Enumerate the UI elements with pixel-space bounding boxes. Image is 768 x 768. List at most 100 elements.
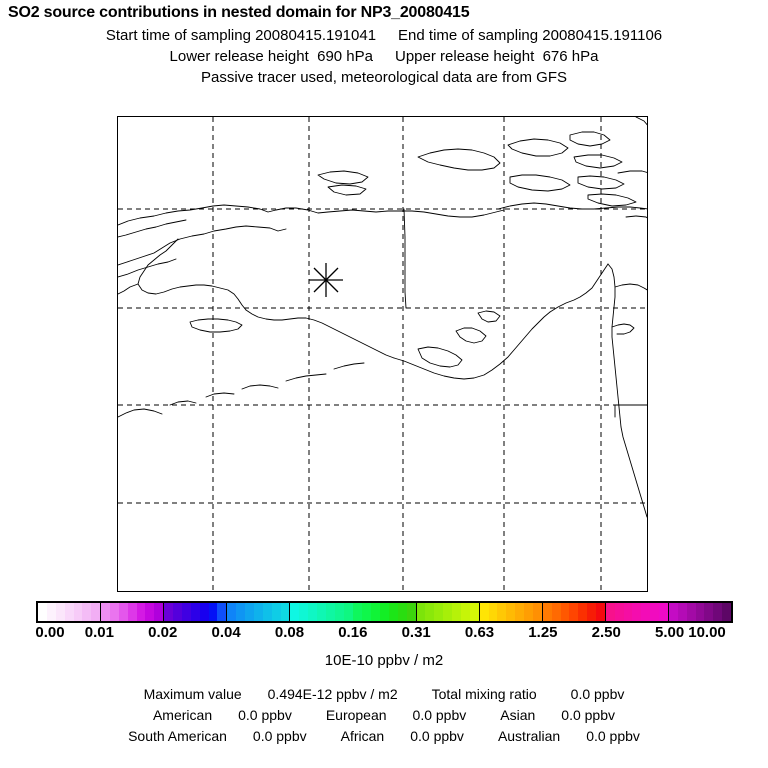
colorbar-band	[605, 603, 615, 621]
colorbar-band	[416, 603, 426, 621]
colorbar-tick-labels: 0.00 0.01 0.02 0.04 0.08 0.16 0.31 0.63 1.25 2.50…	[0, 624, 768, 644]
colorbar-band	[469, 603, 479, 621]
colorbar-segment	[416, 603, 480, 621]
map-panel[interactable]	[117, 116, 648, 592]
colorbar-band	[190, 603, 200, 621]
page-title: SO2 source contributions in nested domai…	[8, 4, 470, 21]
colorbar-band	[614, 603, 624, 621]
region-value-asian: 0.0 ppbv	[561, 707, 616, 723]
colorbar-band	[91, 603, 101, 621]
colorbar-band	[245, 603, 254, 621]
colorbar-band	[551, 603, 561, 621]
colorbar-band	[515, 603, 525, 621]
colorbar-band	[578, 603, 588, 621]
map-gridlines	[118, 117, 647, 591]
colorbar-band	[290, 603, 300, 621]
colorbar-band	[308, 603, 317, 621]
region-label-south-american: South American	[128, 728, 227, 744]
stats-row-totals: Maximum value 0.494E-12 ppbv / m2 Total mi…	[0, 684, 768, 705]
colorbar-segment	[542, 603, 606, 621]
colorbar-band	[677, 603, 687, 621]
colorbar-band	[371, 603, 381, 621]
stats-row-regions-1: American 0.0 ppbv European 0.0 ppbv Asian 0.0…	[0, 705, 768, 726]
colorbar-segment	[605, 603, 669, 621]
colorbar-segment	[164, 603, 228, 621]
colorbar-segment	[227, 603, 291, 621]
colorbar-band	[713, 603, 723, 621]
maximum-value-label: Maximum value	[143, 686, 242, 702]
colorbar-tick-label: 0.02	[148, 624, 178, 641]
colorbar-segment	[38, 603, 102, 621]
colorbar-band	[479, 603, 489, 621]
upper-release-height-label: Upper release height 676 hPa	[395, 48, 599, 65]
region-label-european: European	[325, 707, 387, 723]
colorbar-band	[641, 603, 651, 621]
stats-row-regions-2: South American 0.0 ppbv African 0.0 ppbv Aus…	[0, 726, 768, 747]
colorbar-container[interactable]	[36, 601, 733, 623]
colorbar-band	[334, 603, 344, 621]
colorbar-band	[173, 603, 182, 621]
tracer-note-line: Passive tracer used, meteorological data…	[201, 69, 567, 86]
colorbar-band	[686, 603, 696, 621]
colorbar-band	[532, 603, 542, 621]
colorbar-band	[569, 603, 579, 621]
colorbar-band	[443, 603, 453, 621]
lower-release-height-label: Lower release height 690 hPa	[169, 48, 373, 65]
colorbar-tick-label: 0.01	[84, 624, 114, 641]
colorbar-band	[542, 603, 552, 621]
colorbar-band	[388, 603, 398, 621]
colorbar-band	[325, 603, 335, 621]
map-canvas	[118, 117, 647, 591]
region-label-american: American	[152, 707, 213, 723]
colorbar-band	[280, 603, 290, 621]
total-mixing-ratio-label: Total mixing ratio	[431, 686, 537, 702]
coastlines	[118, 117, 647, 518]
maximum-value: 0.494E-12 ppbv / m2	[267, 686, 398, 702]
colorbar-band	[262, 603, 272, 621]
colorbar-band	[460, 603, 470, 621]
sampling-time-line: Start time of sampling 20080415.191041 En…	[0, 25, 768, 46]
colorbar-band	[560, 603, 570, 621]
colorbar-band	[208, 603, 218, 621]
colorbar-band	[127, 603, 137, 621]
colorbar-tick-label: 0.04	[211, 624, 241, 641]
colorbar-band	[109, 603, 119, 621]
colorbar-band	[181, 603, 191, 621]
region-value-african: 0.0 ppbv	[410, 728, 464, 744]
colorbar-band	[101, 603, 110, 621]
colorbar-tick-label: 5.00	[655, 624, 685, 641]
region-label-african: African	[340, 728, 385, 744]
colorbar-band	[82, 603, 92, 621]
colorbar-band	[353, 603, 363, 621]
colorbar-band	[497, 603, 507, 621]
colorbar-band	[722, 603, 732, 621]
colorbar[interactable]	[36, 601, 733, 623]
start-time-label: Start time of sampling 20080415.191041	[105, 27, 377, 44]
colorbar-band	[55, 603, 65, 621]
colorbar-band	[227, 603, 237, 621]
region-value-south-american: 0.0 ppbv	[252, 728, 307, 744]
colorbar-band	[668, 603, 678, 621]
colorbar-band	[343, 603, 353, 621]
colorbar-band	[199, 603, 209, 621]
colorbar-tick-label: 0.63	[464, 624, 495, 641]
colorbar-tick-label: 0.00	[35, 624, 65, 641]
colorbar-band	[623, 603, 633, 621]
colorbar-band	[46, 603, 56, 621]
total-mixing-ratio-value: 0.0 ppbv	[570, 686, 625, 702]
colorbar-tick-label: 0.31	[401, 624, 431, 641]
colorbar-segment	[668, 603, 732, 621]
release-height-line: Lower release height 690 hPa Upper releas…	[0, 46, 768, 67]
colorbar-band	[64, 603, 74, 621]
colorbar-band	[299, 603, 309, 621]
colorbar-band	[164, 603, 174, 621]
colorbar-band	[380, 603, 389, 621]
colorbar-segment	[101, 603, 165, 621]
colorbar-band	[596, 603, 605, 621]
colorbar-unit-label: 10E-10 ppbv / m2	[324, 652, 444, 669]
colorbar-band	[406, 603, 416, 621]
region-value-american: 0.0 ppbv	[238, 707, 292, 723]
colorbar-band	[217, 603, 227, 621]
colorbar-band	[154, 603, 164, 621]
colorbar-segment	[479, 603, 543, 621]
